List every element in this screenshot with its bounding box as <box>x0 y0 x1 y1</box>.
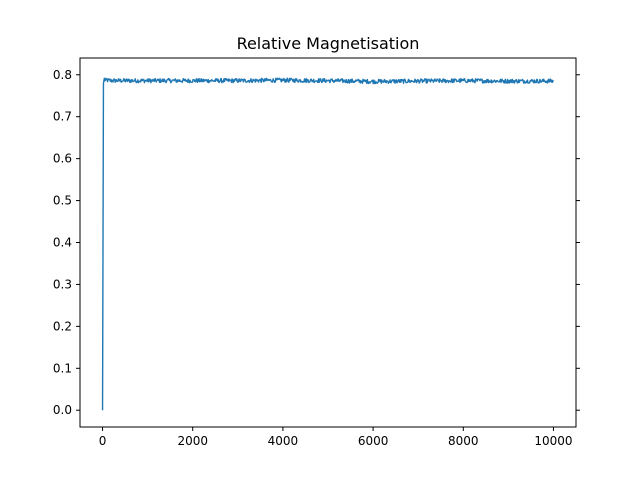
y-tick-label: 0.1 <box>53 361 72 375</box>
y-tick-label: 0.8 <box>53 68 72 82</box>
y-tick-label: 0.7 <box>53 110 72 124</box>
x-tick-label: 2000 <box>177 434 208 448</box>
x-tick-label: 6000 <box>358 434 389 448</box>
plot-layer <box>101 77 555 411</box>
x-tick-label: 10000 <box>534 434 572 448</box>
y-tick-label: 0.0 <box>53 403 72 417</box>
y-tick-label: 0.6 <box>53 152 72 166</box>
y-tick-label: 0.4 <box>53 236 72 250</box>
chart-title: Relative Magnetisation <box>237 34 420 53</box>
axes-layer: 0 2000 4000 6000 8000 10000 0.0 0.1 0.2 0.3 0.4 0.5… <box>53 57 580 448</box>
series-line <box>101 77 555 411</box>
x-tick-label: 4000 <box>268 434 299 448</box>
x-tick-label: 0 <box>99 434 107 448</box>
x-tick-label: 8000 <box>448 434 479 448</box>
y-tick-label: 0.2 <box>53 319 72 333</box>
y-tick-label: 0.3 <box>53 277 72 291</box>
y-tick-label: 0.5 <box>53 194 72 208</box>
